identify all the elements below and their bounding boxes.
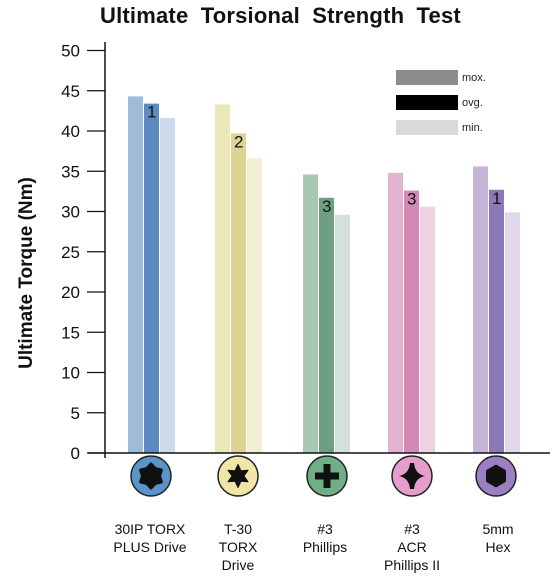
legend-label-0: mox. xyxy=(462,72,486,84)
legend-swatch-0 xyxy=(396,70,458,85)
y-tick-label-0: 0 xyxy=(71,444,80,463)
y-tick-label-30: 30 xyxy=(61,203,80,222)
bar-torx-max xyxy=(215,104,230,453)
bar-torx-plus-min xyxy=(160,118,175,454)
legend: mox. ovg. min. xyxy=(396,70,486,135)
bars xyxy=(128,96,520,454)
bar-acr-phillips-min xyxy=(420,206,435,453)
y-tick-label-45: 45 xyxy=(61,82,80,101)
bar-hex-avg xyxy=(489,189,504,453)
bar-hex-min xyxy=(505,212,520,453)
y-tick-label-20: 20 xyxy=(61,283,80,302)
bar-torx-plus-max xyxy=(128,96,143,453)
y-tick-label-5: 5 xyxy=(71,404,80,423)
y-tick-label-40: 40 xyxy=(61,122,80,141)
legend-label-2: min. xyxy=(462,122,483,134)
torx-plus-icon xyxy=(130,455,172,497)
y-axis-ticks: 0 5 10 15 20 25 30 35 40 45 50 xyxy=(61,42,105,463)
legend-label-1: ovg. xyxy=(462,97,483,109)
bar-torx-avg xyxy=(231,133,246,454)
category-label-acr-phillips: #3 ACR Phillips II xyxy=(383,521,441,573)
y-tick-label-35: 35 xyxy=(61,162,80,181)
bar-phillips-min xyxy=(335,214,350,453)
y-axis-label: Ultimate Torque (Nm) xyxy=(16,177,37,369)
rank-label-acr-phillips: 3 xyxy=(407,190,416,209)
legend-swatch-2 xyxy=(396,120,458,135)
acr-phillips-icon xyxy=(391,455,433,497)
category-label-phillips: #3 Phillips xyxy=(302,521,348,555)
y-tick-label-50: 50 xyxy=(61,42,80,61)
y-tick-label-15: 15 xyxy=(61,323,80,342)
rank-label-hex: 1 xyxy=(492,189,501,208)
legend-swatch-1 xyxy=(396,95,458,110)
bar-acr-phillips-avg xyxy=(404,190,419,453)
bar-acr-phillips-max xyxy=(388,172,403,454)
phillips-icon xyxy=(306,455,348,497)
bar-phillips-max xyxy=(303,174,318,453)
hex-icon xyxy=(475,455,517,497)
torx-icon xyxy=(217,455,259,497)
bar-torx-min xyxy=(247,158,262,453)
drive-icons xyxy=(130,455,517,497)
bar-hex-max xyxy=(473,166,488,454)
bar-torx-plus-avg xyxy=(144,103,159,453)
category-label-torx-plus: 30IP TORX PLUS Drive xyxy=(113,521,187,555)
y-tick-label-10: 10 xyxy=(61,364,80,383)
rank-label-phillips: 3 xyxy=(322,197,331,216)
y-tick-label-25: 25 xyxy=(61,243,80,262)
rank-label-torx-plus: 1 xyxy=(147,103,156,122)
category-label-hex: 5mm Hex xyxy=(482,521,514,555)
category-label-torx: T-30 TORX Drive xyxy=(218,521,258,573)
chart-title: Ultimate Torsional Strength Test xyxy=(100,3,461,28)
rank-label-torx: 2 xyxy=(234,132,243,151)
rank-labels: 1 2 3 3 1 xyxy=(147,103,501,216)
bar-phillips-avg xyxy=(319,197,334,453)
